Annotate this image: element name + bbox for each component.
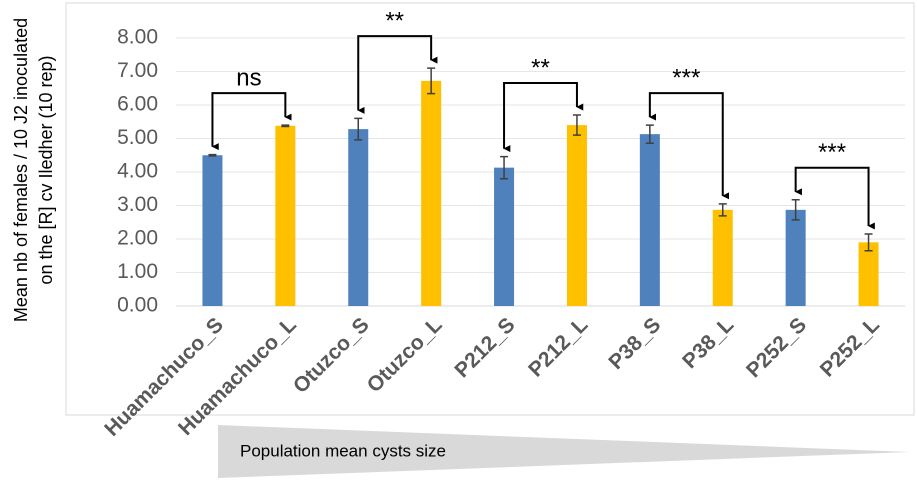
bar — [494, 167, 515, 306]
y-tick-label: 5.00 — [117, 126, 158, 149]
significance-bracket — [503, 82, 584, 153]
error-bar — [500, 155, 509, 180]
x-tick-label: Otuzco_L — [363, 313, 447, 397]
y-axis-title: on the [R] cv Iledher (10 rep) — [36, 55, 56, 284]
significance-label: ** — [385, 7, 404, 34]
x-tick-label: Huamachuco_S — [100, 313, 228, 441]
y-tick-label: 3.00 — [117, 193, 158, 216]
significance-label: *** — [672, 64, 700, 91]
significance-bracket — [357, 35, 438, 114]
x-tick-label: P252_S — [742, 313, 811, 382]
significance-bracket — [794, 166, 875, 230]
error-bar — [354, 117, 363, 141]
x-tick-label: P38_L — [678, 313, 738, 373]
bar — [712, 209, 733, 306]
x-tick-label: P252_L — [816, 313, 884, 381]
x-tick-label: P212_L — [524, 313, 592, 381]
error-bar — [208, 153, 217, 157]
y-tick-label: 4.00 — [117, 160, 158, 183]
significance-bracket — [211, 92, 292, 151]
y-axis-title: Mean nb of females / 10 J2 inoculated — [11, 18, 31, 322]
significance-label: *** — [818, 139, 846, 166]
bar — [202, 155, 223, 306]
y-tick-label: 8.00 — [117, 26, 158, 49]
error-bar — [864, 233, 873, 252]
y-tick-label: 0.00 — [117, 294, 158, 317]
bar — [639, 134, 660, 306]
y-tick-label: 1.00 — [117, 260, 158, 283]
significance-bracket — [648, 92, 730, 200]
significance-label: ns — [236, 64, 261, 91]
chart-frame — [65, 2, 915, 416]
x-tick-label: Otuzco_S — [289, 313, 374, 398]
gradient-label: Population mean cysts size — [240, 441, 446, 460]
x-tick-label: P212_S — [450, 313, 519, 382]
bar — [275, 125, 296, 307]
x-tick-label: P38_S — [604, 313, 665, 374]
bar — [348, 129, 369, 306]
y-tick-label: 7.00 — [117, 59, 158, 82]
bar — [421, 80, 442, 306]
significance-label: ** — [531, 54, 550, 81]
gradient-triangle — [218, 425, 910, 478]
y-tick-label: 6.00 — [117, 93, 158, 116]
bar — [785, 209, 806, 306]
y-tick-label: 2.00 — [117, 227, 158, 250]
error-bar — [718, 203, 727, 217]
bar — [858, 242, 879, 306]
bar — [566, 125, 587, 306]
error-bar — [281, 124, 290, 128]
